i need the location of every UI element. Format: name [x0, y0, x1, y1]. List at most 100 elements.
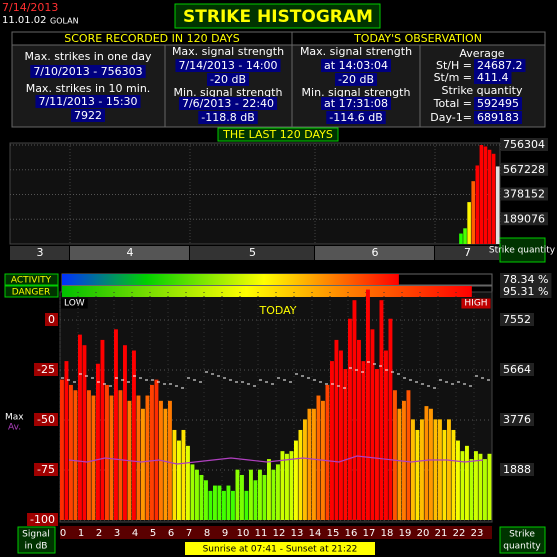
bar [325, 384, 330, 520]
bar [339, 350, 343, 520]
label: St/m = [434, 71, 472, 84]
bar [91, 395, 96, 520]
value-box [474, 111, 522, 124]
low-label: LOW [64, 299, 85, 309]
bar [424, 406, 429, 520]
bar [411, 419, 415, 520]
axis-label: Strike quantity [489, 246, 556, 256]
bar [397, 408, 402, 520]
bar [231, 490, 235, 520]
label-box [499, 526, 546, 554]
value-box [207, 73, 249, 86]
bar [267, 459, 271, 520]
y2-tick-label: 5664 [503, 363, 531, 376]
bar [474, 451, 478, 520]
bar [199, 474, 204, 520]
location: GOLAN [50, 17, 79, 26]
month-band [10, 246, 69, 260]
bar [393, 390, 397, 520]
hour-label: 19 [399, 528, 412, 539]
bar [330, 361, 334, 520]
month-label: 4 [127, 246, 134, 259]
bar [271, 469, 276, 520]
bar [294, 440, 298, 520]
value-box [34, 363, 58, 376]
bar [105, 384, 109, 520]
bar [87, 390, 91, 520]
value: 24687.2 [477, 59, 523, 72]
value-box [500, 162, 548, 176]
value-box [474, 59, 526, 72]
hour-label: 15 [327, 528, 340, 539]
bar [388, 318, 393, 520]
axis-label: Signal [22, 530, 50, 540]
bar [240, 474, 244, 520]
bar [253, 480, 258, 520]
y-tick-label: 378152 [503, 188, 545, 201]
bar [456, 440, 460, 520]
value-box [500, 313, 534, 326]
bar [303, 419, 307, 520]
high-label: HIGH [464, 299, 487, 309]
y2-tick-label: 3776 [503, 413, 531, 426]
value-box [461, 298, 491, 309]
bar [249, 469, 253, 520]
label-box [4, 273, 59, 286]
value: 7/10/2013 - 756303 [33, 65, 142, 78]
bar [429, 408, 433, 520]
bar [451, 429, 456, 520]
meter-fill [62, 286, 472, 297]
label: Day-1= [430, 111, 472, 124]
bar [379, 300, 384, 520]
value-box [321, 59, 391, 72]
label: Average [459, 47, 504, 60]
value-box [61, 298, 88, 309]
value-box [474, 71, 512, 84]
day-bar [463, 228, 467, 244]
value-box [500, 463, 534, 476]
bar [195, 469, 199, 520]
day-bar [475, 165, 480, 244]
heading: SCORE RECORDED IN 120 DAYS [64, 32, 240, 45]
value: 689183 [477, 111, 519, 124]
bar [244, 490, 249, 520]
value: -20 dB [210, 73, 246, 86]
value-box [500, 187, 548, 201]
y-tick-label: 189076 [503, 212, 545, 225]
label-box [4, 285, 59, 298]
value-box [45, 313, 58, 326]
meter-value: 95.31 % [503, 285, 548, 298]
value: 7/6/2013 - 22:40 [182, 97, 274, 110]
bar [172, 429, 177, 520]
bar [262, 474, 267, 520]
hour-label: 18 [381, 528, 394, 539]
value-box [500, 273, 552, 286]
y2-tick-label: 1888 [503, 463, 531, 476]
label: Max. signal strength [172, 45, 284, 58]
hour-label: 20 [417, 528, 430, 539]
value: -118.8 dB [201, 111, 255, 124]
bar [487, 453, 492, 520]
bar [357, 339, 361, 520]
hour-label: 1 [78, 528, 84, 539]
bar [280, 451, 285, 520]
y-tick-label: -100 [30, 513, 55, 526]
title-box [174, 3, 381, 29]
label: Min. signal strength [302, 86, 411, 99]
bar [375, 369, 379, 520]
value-box [321, 97, 391, 110]
section-title: TODAY [258, 304, 296, 317]
month-band [190, 246, 314, 260]
label-box [17, 526, 56, 554]
bar [150, 384, 154, 520]
legend-entry: Av. [8, 423, 21, 433]
month-band [70, 246, 189, 260]
value-box [178, 97, 278, 110]
bar [352, 300, 357, 520]
bar [483, 459, 487, 520]
hour-label: 2 [96, 528, 102, 539]
bar [384, 350, 388, 520]
month-label: 5 [249, 246, 256, 259]
date: 7/14/2013 [2, 1, 58, 14]
